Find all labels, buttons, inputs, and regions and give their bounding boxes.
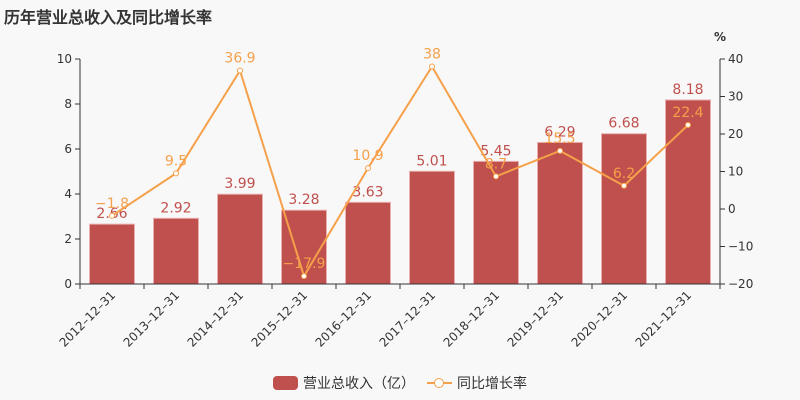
left-tick-label: 2 — [64, 232, 72, 246]
bar-value-label: 3.99 — [224, 176, 255, 192]
growth-point[interactable] — [301, 273, 307, 280]
right-tick-label: 40 — [728, 52, 743, 66]
right-axis-unit: % — [714, 30, 726, 44]
growth-value-label: 22.4 — [672, 105, 703, 121]
x-tick-label: 2021–12–31 — [633, 288, 695, 350]
left-tick-label: 10 — [57, 52, 72, 66]
growth-point[interactable] — [109, 212, 115, 219]
bar-2015-12-31[interactable] — [281, 209, 327, 285]
growth-point[interactable] — [429, 63, 435, 70]
bar-2016-12-31[interactable] — [345, 201, 391, 285]
chart-title: 历年营业总收入及同比增长率 — [4, 8, 213, 27]
right-tick-label: −10 — [728, 240, 753, 254]
growth-point[interactable] — [685, 122, 691, 128]
right-tick-label: 10 — [728, 165, 743, 179]
left-tick-label: 8 — [64, 97, 72, 111]
x-tick-label: 2017–12–31 — [377, 288, 439, 350]
legend-item-growth[interactable]: 同比增长率 — [427, 373, 527, 393]
x-tick-label: 2016–12–31 — [313, 288, 375, 350]
growth-value-label: 38 — [423, 47, 441, 63]
growth-point[interactable] — [237, 67, 243, 74]
right-tick-label: 20 — [728, 127, 743, 141]
bar-swatch-icon — [273, 376, 298, 390]
growth-point[interactable] — [557, 147, 563, 154]
bar-value-label: 5.01 — [416, 153, 447, 169]
x-tick-label: 2013–12–31 — [121, 288, 183, 350]
bar-value-label: 5.45 — [480, 143, 511, 159]
bar-value-label: 8.18 — [672, 82, 703, 98]
growth-line — [111, 64, 689, 279]
bar-2013-12-31[interactable] — [153, 217, 199, 285]
x-tick-label: 2020–12–31 — [569, 288, 631, 350]
growth-point[interactable] — [173, 170, 179, 177]
left-tick-label: 6 — [64, 142, 72, 156]
x-tick-label: 2018–12–31 — [441, 288, 503, 350]
growth-value-label: −17.9 — [283, 256, 326, 272]
legend-label-growth: 同比增长率 — [457, 376, 527, 392]
bar-2012-12-31[interactable] — [89, 223, 135, 285]
legend-label-revenue: 营业总收入（亿） — [303, 376, 415, 392]
growth-value-label: 10.9 — [352, 148, 383, 164]
right-tick-label: −20 — [728, 277, 753, 291]
growth-point[interactable] — [365, 165, 371, 172]
growth-value-label: 8.7 — [485, 156, 507, 172]
bar-2014-12-31[interactable] — [217, 193, 263, 285]
bar-2017-12-31[interactable] — [409, 170, 455, 285]
x-tick-label: 2014–12–31 — [185, 288, 247, 350]
growth-point[interactable] — [493, 173, 499, 180]
line-swatch-icon — [427, 376, 452, 390]
bar-value-label: 2.92 — [160, 200, 191, 216]
growth-value-label: 15.5 — [544, 131, 575, 147]
legend-item-revenue[interactable]: 营业总收入（亿） — [273, 373, 415, 393]
bar-value-label: 3.63 — [352, 184, 383, 200]
bar-value-label: 6.68 — [608, 116, 639, 132]
bar-2019-12-31[interactable] — [537, 141, 583, 285]
growth-point[interactable] — [621, 182, 627, 189]
bar-2020-12-31[interactable] — [601, 133, 647, 285]
left-tick-label: 0 — [64, 277, 72, 291]
bar-2018-12-31[interactable] — [473, 160, 519, 285]
x-tick-label: 2015–12–31 — [249, 288, 311, 350]
legend: 营业总收入（亿） 同比增长率 — [0, 373, 800, 393]
growth-value-label: 36.9 — [224, 51, 255, 67]
growth-value-label: −1.8 — [95, 196, 129, 212]
right-tick-label: 0 — [728, 202, 736, 216]
x-tick-label: 2019–12–31 — [505, 288, 567, 350]
growth-value-label: 9.5 — [165, 153, 187, 169]
bar-value-label: 3.28 — [288, 192, 319, 208]
bar-value-label: 6.29 — [544, 124, 575, 140]
growth-value-label: 6.2 — [613, 166, 635, 182]
x-tick-label: 2012–12–31 — [57, 288, 119, 350]
left-tick-label: 4 — [64, 187, 72, 201]
right-tick-label: 30 — [728, 90, 743, 104]
